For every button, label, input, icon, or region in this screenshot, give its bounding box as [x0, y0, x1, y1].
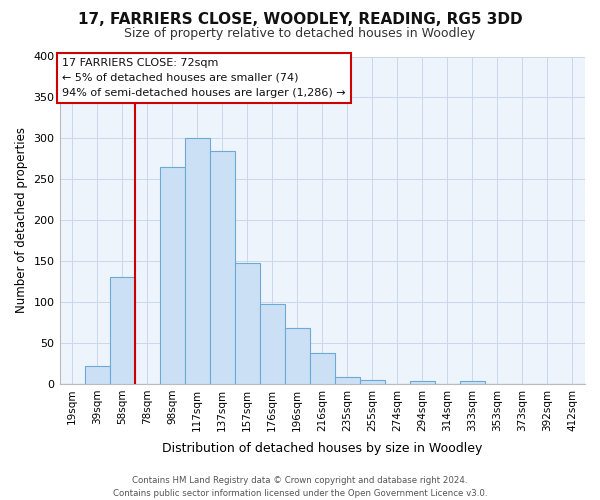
X-axis label: Distribution of detached houses by size in Woodley: Distribution of detached houses by size … [162, 442, 482, 455]
Bar [85, 366, 110, 384]
Text: Size of property relative to detached houses in Woodley: Size of property relative to detached ho… [124, 28, 476, 40]
Bar [110, 278, 134, 384]
Bar [285, 328, 310, 384]
Bar [209, 150, 235, 384]
Bar [335, 376, 360, 384]
Text: Contains HM Land Registry data © Crown copyright and database right 2024.
Contai: Contains HM Land Registry data © Crown c… [113, 476, 487, 498]
Y-axis label: Number of detached properties: Number of detached properties [15, 127, 28, 313]
Bar [160, 167, 185, 384]
Bar [235, 263, 260, 384]
Text: 17, FARRIERS CLOSE, WOODLEY, READING, RG5 3DD: 17, FARRIERS CLOSE, WOODLEY, READING, RG… [77, 12, 523, 28]
Bar [460, 382, 485, 384]
Bar [410, 382, 435, 384]
Bar [260, 304, 285, 384]
Text: 17 FARRIERS CLOSE: 72sqm
← 5% of detached houses are smaller (74)
94% of semi-de: 17 FARRIERS CLOSE: 72sqm ← 5% of detache… [62, 58, 346, 98]
Bar [310, 353, 335, 384]
Bar [360, 380, 385, 384]
Bar [185, 138, 209, 384]
